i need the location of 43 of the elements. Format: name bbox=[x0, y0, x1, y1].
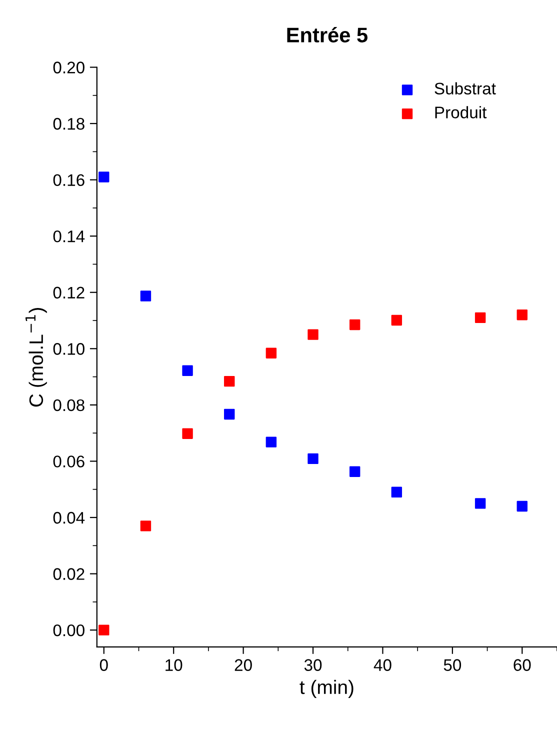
point bbox=[182, 428, 193, 439]
point bbox=[266, 348, 277, 359]
y-tick-label: 0.14 bbox=[53, 230, 85, 242]
y-tick-label: 0.16 bbox=[53, 174, 84, 186]
point bbox=[516, 310, 528, 320]
y-axis-title: C (mol.L$^{−1}$) bbox=[26, 308, 47, 407]
y-tick-label: 0.02 bbox=[53, 568, 84, 580]
x-tick-label: 60 bbox=[514, 659, 531, 671]
y-tick-label: 0.12 bbox=[53, 286, 84, 299]
point bbox=[224, 408, 235, 420]
point bbox=[391, 314, 402, 326]
x-axis-title: t (min) bbox=[300, 680, 354, 698]
y-tick-label: 0.08 bbox=[53, 399, 84, 412]
x-tick-label: 10 bbox=[166, 659, 182, 671]
point bbox=[391, 486, 402, 498]
point bbox=[474, 312, 486, 324]
point bbox=[308, 329, 318, 340]
legend-label: Substrat bbox=[434, 82, 496, 94]
chart-title: Entrée 5 bbox=[287, 26, 368, 42]
point bbox=[140, 290, 152, 302]
point bbox=[516, 500, 528, 512]
y-tick-label: 0.00 bbox=[53, 624, 84, 636]
point bbox=[182, 365, 193, 376]
legend-label: Produit bbox=[435, 106, 487, 118]
x-tick-label: 0 bbox=[100, 659, 108, 671]
point bbox=[266, 436, 277, 448]
point bbox=[98, 172, 110, 182]
y-tick-label: 0.06 bbox=[53, 456, 84, 468]
y-tick-label: 0.10 bbox=[53, 343, 84, 355]
point bbox=[349, 319, 360, 330]
x-tick-label: 40 bbox=[374, 659, 392, 671]
point bbox=[224, 376, 235, 387]
point bbox=[140, 520, 152, 532]
point bbox=[98, 624, 110, 636]
x-tick-label: 30 bbox=[304, 659, 322, 671]
point bbox=[474, 498, 486, 509]
point bbox=[349, 466, 360, 477]
y-tick-label: 0.04 bbox=[53, 512, 85, 524]
x-tick-label: 50 bbox=[444, 659, 462, 671]
y-tick-label: 0.18 bbox=[53, 118, 84, 130]
point bbox=[308, 453, 318, 464]
x-tick-label: 20 bbox=[234, 659, 252, 671]
y-tick-label: 0.20 bbox=[53, 62, 84, 74]
